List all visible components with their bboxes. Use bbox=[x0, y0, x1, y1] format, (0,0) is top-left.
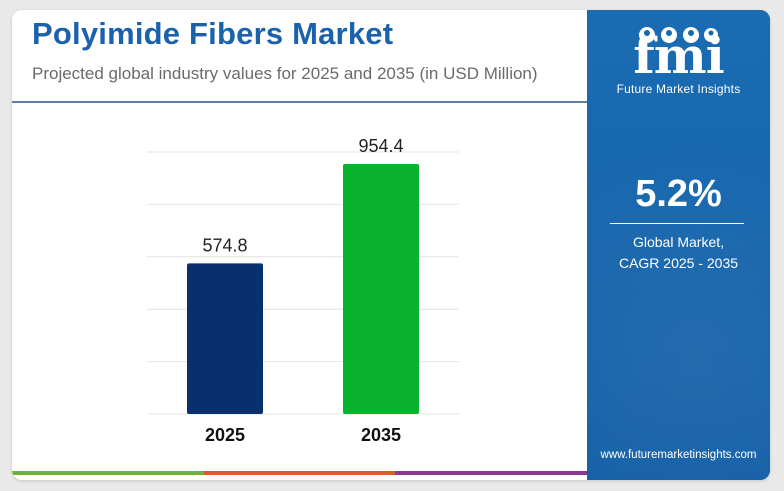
cagr-label: Global Market, CAGR 2025 - 2035 bbox=[587, 232, 770, 274]
chart-panel: Polyimide Fibers Market Projected global… bbox=[12, 10, 588, 480]
bottom-bar-orange bbox=[203, 471, 396, 475]
title-divider bbox=[12, 101, 587, 103]
data-label-2035: 954.4 bbox=[358, 136, 403, 156]
cagr-value: 5.2% bbox=[635, 173, 722, 215]
cagr-divider bbox=[610, 223, 744, 224]
website-url: www.futuremarketinsights.com bbox=[600, 449, 757, 461]
fmi-logo: fmi Future Market Insights bbox=[587, 18, 770, 96]
data-label-2025: 574.8 bbox=[202, 235, 247, 255]
page-title: Polyimide Fibers Market bbox=[32, 16, 394, 51]
sidebar-panel: fmi Future Market Insights 5.2% Global M… bbox=[587, 10, 770, 480]
x-tick-label-2035: 2035 bbox=[361, 425, 401, 445]
cagr-label-line2: CAGR 2025 - 2035 bbox=[618, 255, 739, 271]
cagr-label-line1: Global Market, bbox=[632, 234, 725, 250]
page-subtitle: Projected global industry values for 202… bbox=[32, 64, 538, 83]
x-tick-label-2025: 2025 bbox=[205, 425, 245, 445]
logo-people-icon bbox=[639, 27, 718, 43]
bar-chart: 574.8 2025 954.4 2035 bbox=[147, 136, 459, 445]
bottom-color-bar bbox=[12, 471, 588, 475]
bottom-bar-green bbox=[12, 471, 204, 475]
logo-text: Future Market Insights bbox=[616, 82, 741, 96]
infographic-card: Polyimide Fibers Market Projected global… bbox=[12, 10, 770, 480]
bar-2025 bbox=[187, 263, 263, 414]
bottom-bar-purple bbox=[395, 471, 588, 475]
bar-2035 bbox=[343, 163, 419, 414]
